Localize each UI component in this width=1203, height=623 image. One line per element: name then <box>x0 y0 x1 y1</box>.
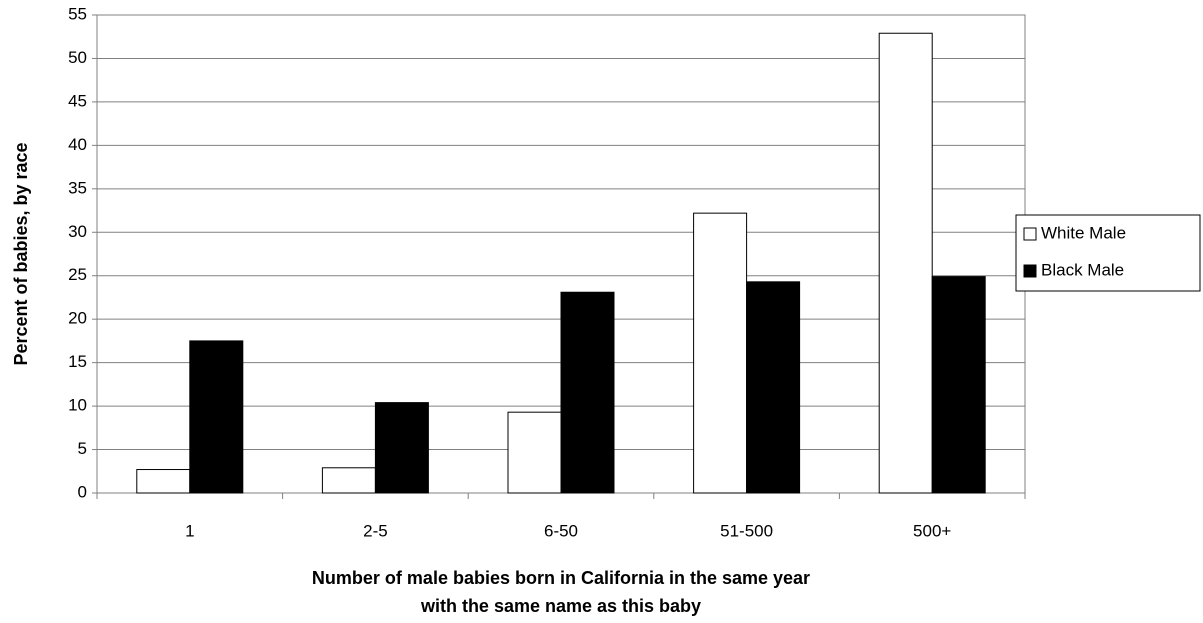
legend-box <box>1015 214 1201 292</box>
x-tick-label: 6-50 <box>544 521 578 540</box>
x-axis-label: with the same name as this baby <box>420 596 701 616</box>
y-tick-label: 50 <box>68 48 87 67</box>
y-tick-label: 55 <box>68 4 87 23</box>
y-tick-label: 0 <box>78 482 87 501</box>
y-tick-label: 35 <box>68 178 87 197</box>
x-tick-label: 2-5 <box>363 521 388 540</box>
legend-label: White Male <box>1041 223 1126 242</box>
x-axis-label: Number of male babies born in California… <box>312 568 810 588</box>
x-tick-label: 500+ <box>913 521 951 540</box>
y-tick-label: 45 <box>68 91 87 110</box>
bar <box>693 212 748 494</box>
y-tick-label: 25 <box>68 265 87 284</box>
y-tick-label: 40 <box>68 135 87 154</box>
bar <box>189 340 244 494</box>
bar <box>374 402 429 494</box>
x-tick-label: 51-500 <box>720 521 773 540</box>
y-tick-label: 15 <box>68 352 87 371</box>
y-tick-label: 20 <box>68 309 87 328</box>
y-tick-label: 5 <box>78 439 87 458</box>
bar <box>746 281 801 494</box>
bar <box>931 276 986 494</box>
legend-swatch <box>1023 264 1037 278</box>
bar <box>507 411 562 494</box>
x-tick-label: 1 <box>185 521 194 540</box>
bar <box>560 291 615 494</box>
bar <box>321 467 376 494</box>
y-axis-label: Percent of babies, by race <box>11 142 31 365</box>
y-tick-label: 10 <box>68 396 87 415</box>
y-tick-label: 30 <box>68 222 87 241</box>
legend-swatch <box>1023 227 1037 241</box>
bar <box>878 32 933 494</box>
bar <box>136 469 191 494</box>
legend-label: Black Male <box>1041 260 1124 279</box>
